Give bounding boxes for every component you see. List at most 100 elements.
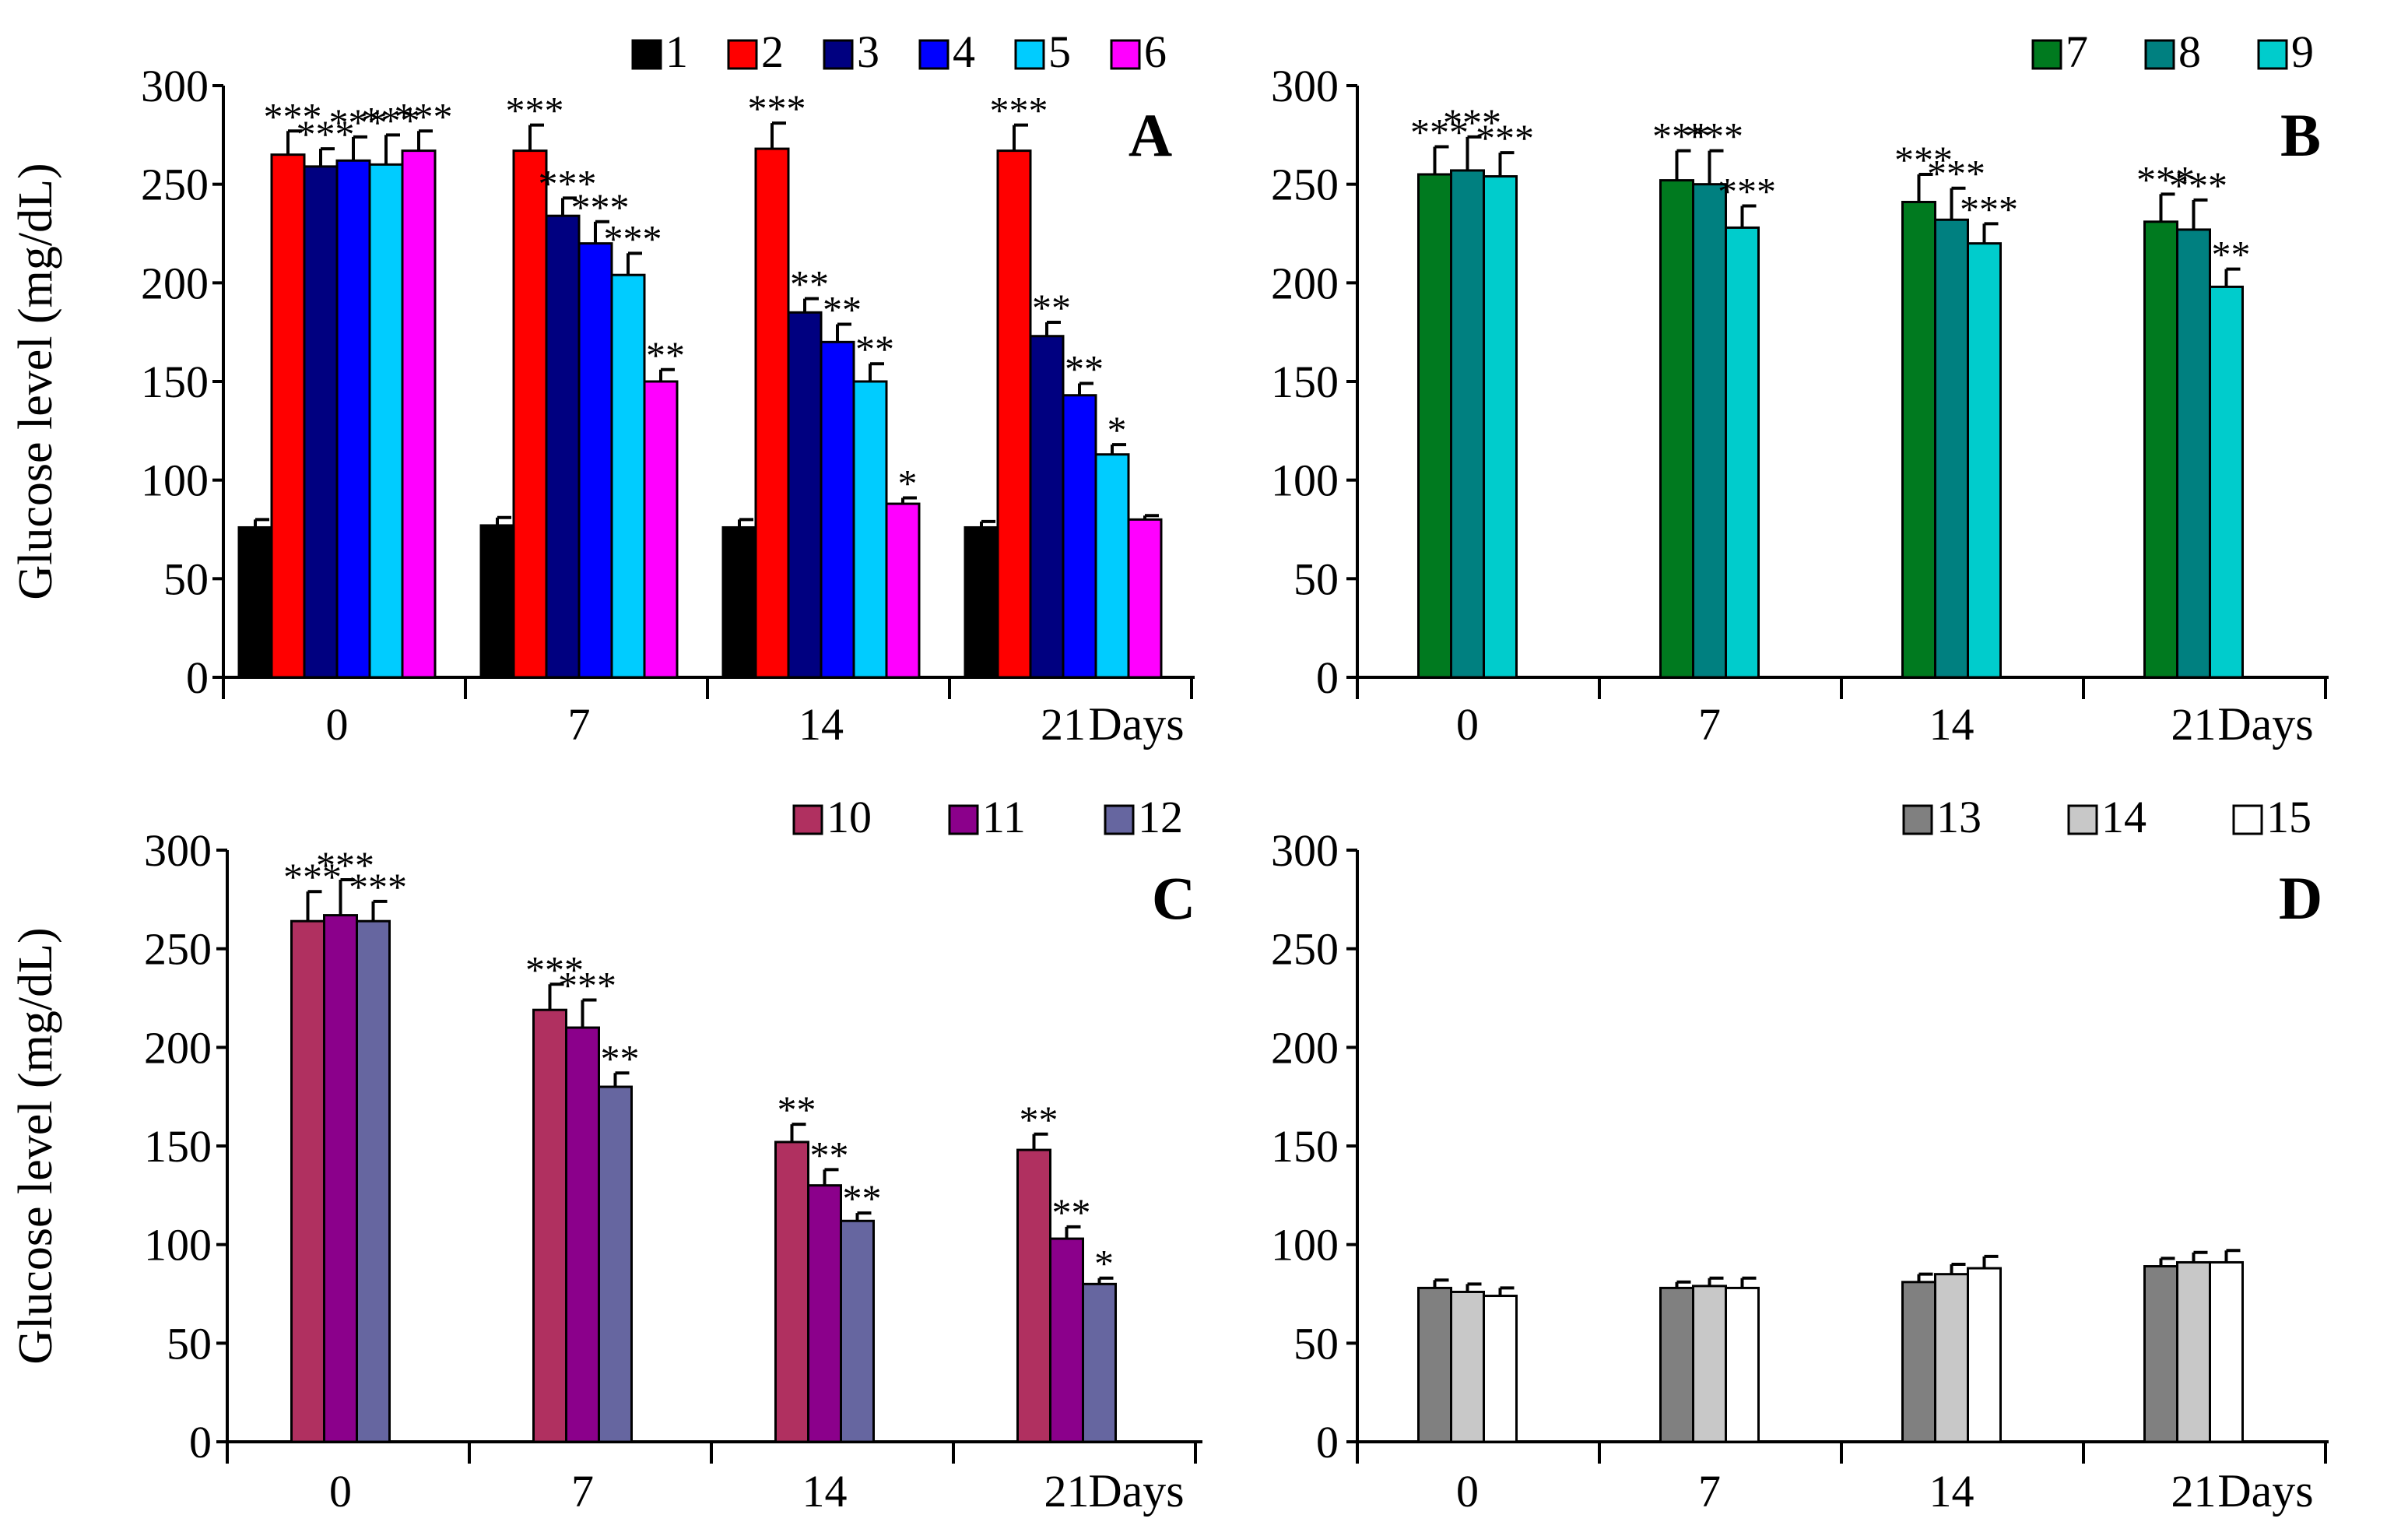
y-tick-label: 0 <box>186 652 209 703</box>
legend-swatch-14 <box>2067 804 2098 835</box>
bar-B-s9-d14 <box>1967 242 2002 679</box>
significance-label: *** <box>297 112 355 156</box>
significance-label: *** <box>539 161 597 205</box>
bar-A-s4-d21 <box>1062 394 1097 679</box>
significance-label: *** <box>525 947 584 991</box>
y-tick-label: 100 <box>1271 1220 1339 1271</box>
bar-D-s14-d7 <box>1692 1285 1727 1443</box>
legend-label-3: 3 <box>857 26 879 77</box>
bar-C-s11-d14 <box>807 1184 842 1443</box>
y-tick-label: 250 <box>141 160 209 210</box>
y-tick-label: 50 <box>1294 1318 1339 1369</box>
y-tick-label: 300 <box>1271 825 1339 876</box>
bar-A-s2-d14 <box>754 147 790 679</box>
x-tick-label: 21 <box>2171 1466 2217 1517</box>
x-tick-label: 21 <box>1041 699 1086 750</box>
x-tick-label: 0 <box>1456 699 1479 750</box>
significance-label: *** <box>1443 100 1501 144</box>
bar-D-s15-d14 <box>1967 1267 2002 1443</box>
bar-A-s2-d0 <box>270 153 306 679</box>
bar-B-s8-d21 <box>2176 228 2211 679</box>
x-tick-label: 0 <box>1456 1466 1479 1517</box>
panel-letter: A <box>1129 101 1172 169</box>
bar-C-s10-d0 <box>290 919 325 1443</box>
bar-B-s8-d0 <box>1450 169 1485 679</box>
bar-C-s10-d7 <box>532 1008 567 1443</box>
x-tick-label: 21 <box>1044 1466 1090 1517</box>
legend-swatch-6 <box>1110 39 1141 70</box>
y-tick-label: 200 <box>141 258 209 308</box>
significance-label: *** <box>1894 138 1953 181</box>
legend-label-8: 8 <box>2178 26 2201 77</box>
bar-D-s13-d21 <box>2143 1265 2178 1443</box>
bar-B-s9-d0 <box>1483 175 1518 679</box>
x-axis-label: Days <box>2217 1465 2313 1517</box>
significance-label: *** <box>1652 114 1711 158</box>
bar-B-s7-d0 <box>1417 173 1452 679</box>
significance-label: *** <box>990 89 1048 132</box>
bar-D-s14-d0 <box>1450 1290 1485 1443</box>
legend-label-6: 6 <box>1144 26 1167 77</box>
bar-D-s14-d21 <box>2176 1260 2211 1443</box>
significance-label: ** <box>646 333 685 377</box>
y-tick-label: 150 <box>1271 357 1339 407</box>
bar-B-s9-d21 <box>2209 285 2244 679</box>
bar-A-s3-d21 <box>1029 335 1065 679</box>
bar-A-s5-d21 <box>1094 453 1130 679</box>
bar-B-s7-d14 <box>1901 200 1936 679</box>
bar-A-s1-d0 <box>237 525 273 679</box>
significance-label: ** <box>810 1133 849 1176</box>
bar-C-s10-d21 <box>1016 1148 1051 1443</box>
significance-label: *** <box>264 94 322 138</box>
legend-label-7: 7 <box>2066 26 2088 77</box>
y-tick-label: 200 <box>1271 1022 1339 1073</box>
x-tick-label: 0 <box>326 699 349 750</box>
x-tick-label: 14 <box>799 699 844 750</box>
y-tick-label: 50 <box>1294 554 1339 604</box>
panel-D: 0 50 100 150 200 250 300 0 7 14 21 Days D 13 14 15 <box>1271 792 2329 1517</box>
y-tick-label: 150 <box>141 357 209 407</box>
legend-label-9: 9 <box>2291 26 2314 77</box>
legend-label-11: 11 <box>982 792 1026 842</box>
legend-swatch-1 <box>631 39 662 70</box>
bar-B-s7-d21 <box>2143 220 2178 679</box>
x-tick-label: 0 <box>329 1466 352 1517</box>
significance-label: *** <box>1476 116 1534 160</box>
bar-D-s13-d0 <box>1417 1286 1452 1443</box>
significance-label: ** <box>601 1036 640 1080</box>
legend-label-4: 4 <box>953 26 975 77</box>
significance-label: ** <box>1020 1098 1058 1141</box>
significance-label: ** <box>843 1176 882 1220</box>
bar-B-s8-d14 <box>1934 218 1969 679</box>
legend-swatch-9 <box>2257 39 2288 70</box>
bar-A-s4-d14 <box>820 340 855 679</box>
panel-letter: D <box>2279 864 2322 932</box>
significance-label: *** <box>395 94 453 138</box>
legend-swatch-5 <box>1014 39 1045 70</box>
y-tick-label: 300 <box>1271 61 1339 111</box>
legend-swatch-12 <box>1104 804 1135 835</box>
bar-B-s7-d7 <box>1659 179 1694 679</box>
legend-label-13: 13 <box>1936 792 1982 842</box>
bar-C-s11-d7 <box>565 1026 600 1443</box>
significance-label: ** <box>790 262 829 306</box>
significance-label: ** <box>1052 1190 1091 1234</box>
y-axis-label: Glucose level (mg/dL) <box>9 163 62 599</box>
y-tick-label: 50 <box>167 1318 212 1369</box>
bar-C-s12-d14 <box>840 1219 875 1443</box>
significance-label: *** <box>2169 163 2227 207</box>
bar-C-s10-d14 <box>774 1141 809 1443</box>
bar-A-s3-d7 <box>545 214 581 679</box>
legend-swatch-8 <box>2144 39 2175 70</box>
panel-A: 0 50 100 150 200 250 300 Glucose level (mg/dL) 0… <box>9 26 1195 750</box>
significance-label: ** <box>778 1088 816 1131</box>
y-tick-label: 250 <box>1271 160 1339 210</box>
y-tick-label: 150 <box>144 1121 212 1172</box>
legend-swatch-4 <box>918 39 950 70</box>
x-tick-label: 21 <box>2171 699 2217 750</box>
x-tick-label: 7 <box>571 1466 594 1517</box>
bar-B-s8-d7 <box>1692 183 1727 679</box>
legend-swatch-11 <box>948 804 979 835</box>
significance-label: * <box>1107 408 1127 452</box>
significance-label: *** <box>1927 152 1985 195</box>
